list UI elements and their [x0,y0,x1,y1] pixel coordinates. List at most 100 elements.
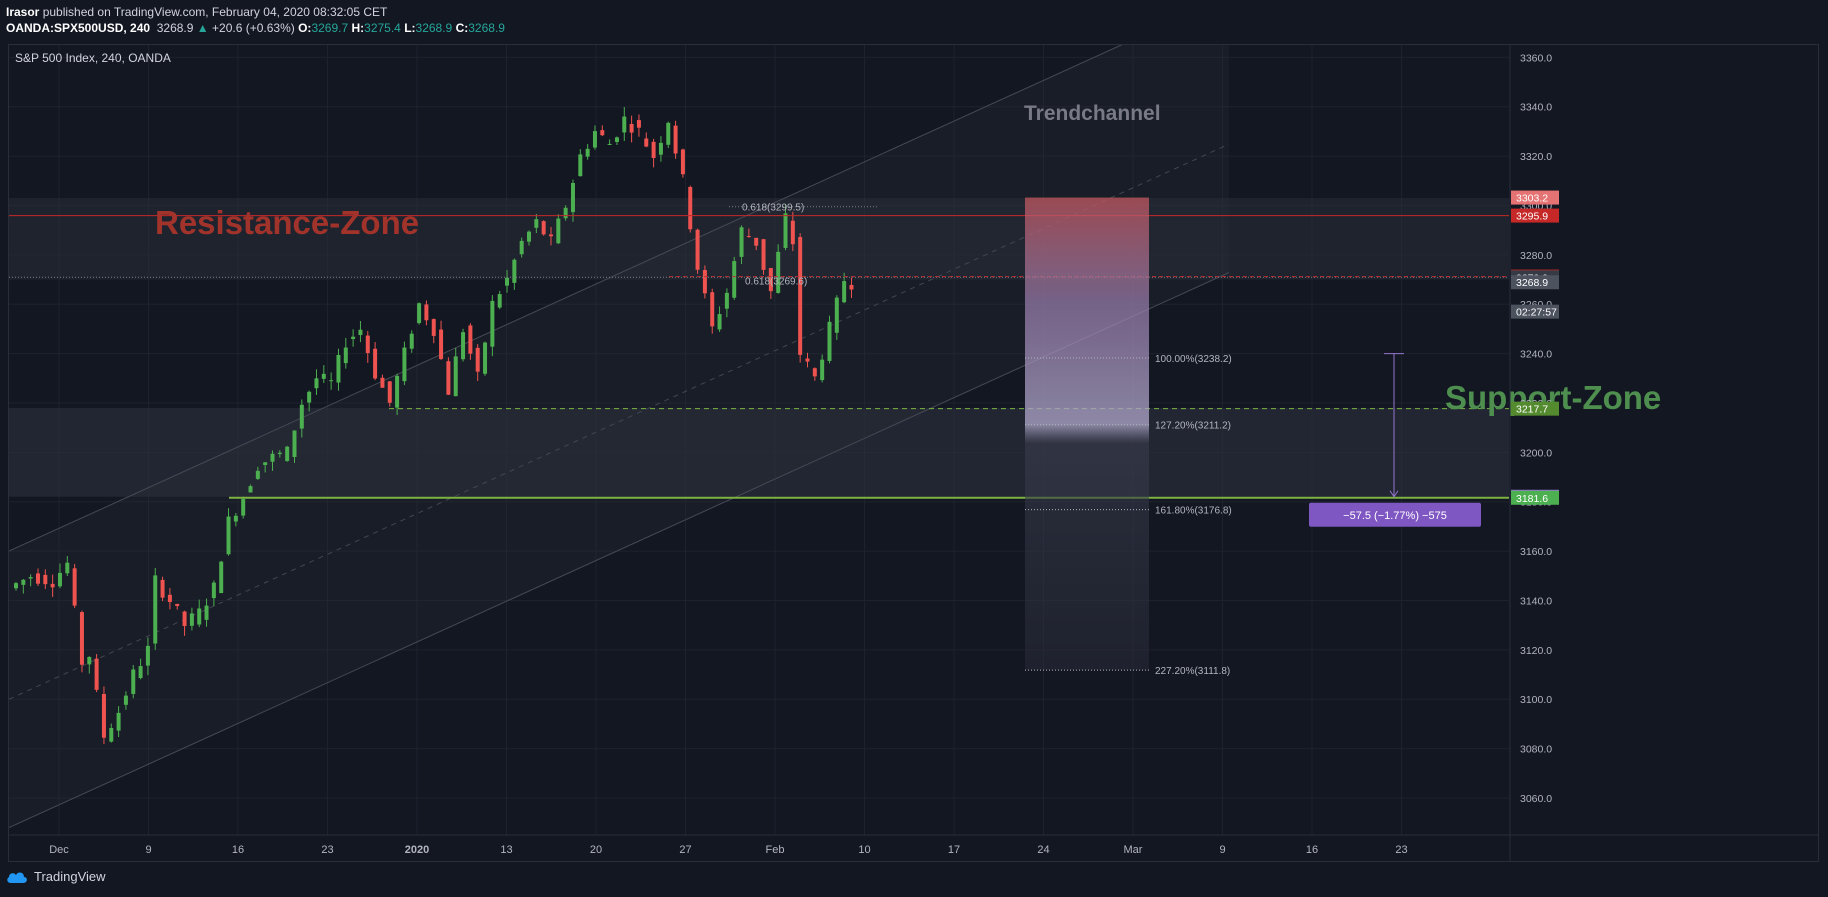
chart-frame[interactable]: S&P 500 Index, 240, OANDA Trendchannel Res… [8,0,1819,862]
candle-body [145,645,150,666]
candle-body [431,319,436,336]
candle-body [233,515,238,522]
publish-info: Irasor published on TradingView.com, Feb… [6,5,387,19]
candle-body [600,130,605,136]
candle-body [614,137,619,142]
candle-body [277,452,282,455]
candle-body [35,573,40,584]
price-tag: 3268.9 [1516,277,1548,289]
price-change: +20.6 (+0.63%) [212,21,295,35]
footer [0,862,1828,897]
candle-body [666,122,671,145]
price-tag-bg [1511,275,1559,290]
x-tick-label: 16 [232,844,244,856]
fib-upper-label: 0.618(3299.5) [742,203,804,214]
y-tick-label: 3200.0 [1520,447,1552,459]
candle-body [299,404,304,429]
candle-body [248,486,253,493]
support-zone [9,407,1509,497]
cloud-logo-icon [7,872,27,883]
candle-body [211,582,216,599]
chart-title: S&P 500 Index, 240, OANDA [15,51,171,65]
ext-227-label: 227.20%(3111.8) [1155,666,1230,677]
candle-body [834,297,839,333]
candle-body [197,608,202,625]
candle-body [820,359,825,381]
up-arrow-icon: ▲ [196,21,209,35]
candle-body [307,391,312,403]
candle-body [43,574,48,585]
candle-body [556,218,561,244]
candle-body [732,261,737,298]
y-tick-label: 3320.0 [1520,151,1552,163]
candle-body [87,657,92,665]
channel-upper-line [8,0,1222,552]
candle-body [746,236,751,238]
candle-body [673,125,678,154]
candle-body [21,579,26,585]
price-tag: 3303.2 [1516,193,1548,205]
ext-161-label: 161.80%(3176.8) [1155,506,1232,517]
candle-body [395,375,400,408]
candle-body [292,430,297,457]
candle-body [79,612,84,665]
candle-body [402,347,407,382]
y-tick-label: 3100.0 [1520,694,1552,706]
y-tick-label: 3140.0 [1520,595,1552,607]
fib-lower-label: 0.618(3269.6) [745,277,807,288]
candle-body [805,358,810,362]
ext-127-label: 127.20%(3211.2) [1155,421,1231,432]
candle-body [497,294,502,308]
candle-body [754,237,759,246]
candle-body [776,251,781,293]
price-tag: 3217.7 [1516,404,1548,416]
candle-body [695,229,700,270]
candle-body [182,611,187,627]
candle-body [548,234,553,237]
x-tick-label: 23 [1395,844,1407,856]
candle-body [65,562,70,574]
x-tick-label: Mar [1124,844,1143,856]
candle-body [483,342,488,374]
channel-mid-line [8,143,1230,700]
author-name[interactable]: Irasor [6,5,40,19]
tradingview-logo[interactable]: TradingView [6,869,106,884]
brand-name: TradingView [34,869,106,884]
candle-body [534,219,539,228]
candle-body [636,120,641,128]
close-label: C: [455,21,469,35]
x-tick-label: 9 [1219,844,1225,856]
candle-body [541,221,546,235]
candle-body [417,303,422,324]
close-value: 3268.9 [468,21,505,35]
candle-body [446,361,451,395]
candle-body [842,281,847,303]
price-tag-bg [1511,490,1559,505]
x-tick-label: 16 [1306,844,1318,856]
candle-body [475,347,480,372]
resistance-zone [9,198,1509,280]
price-tag: 3295.9 [1516,211,1548,223]
candle-body [724,292,729,309]
y-tick-label: 3160.0 [1520,546,1552,558]
candle-body [57,572,62,587]
candle-body [490,300,495,347]
candle-body [373,348,378,379]
y-tick-label: 3340.0 [1520,102,1552,114]
price-tag-bg [1511,190,1559,205]
candle-body [160,579,165,598]
candle-body [505,277,510,286]
candle-body [50,583,55,588]
candle-body [336,354,341,383]
y-tick-label: 3240.0 [1520,349,1552,361]
x-tick-label: 20 [590,844,602,856]
candle-body [702,269,707,294]
candle-body [343,347,348,364]
candle-body [387,381,392,403]
high-label: H: [351,21,365,35]
candle-body [72,568,77,606]
price-chart[interactable]: S&P 500 Index, 240, OANDA Trendchannel Res… [8,0,1818,861]
x-tick-label: 13 [500,844,512,856]
x-tick-label: 9 [145,844,151,856]
candle-body [365,335,370,354]
